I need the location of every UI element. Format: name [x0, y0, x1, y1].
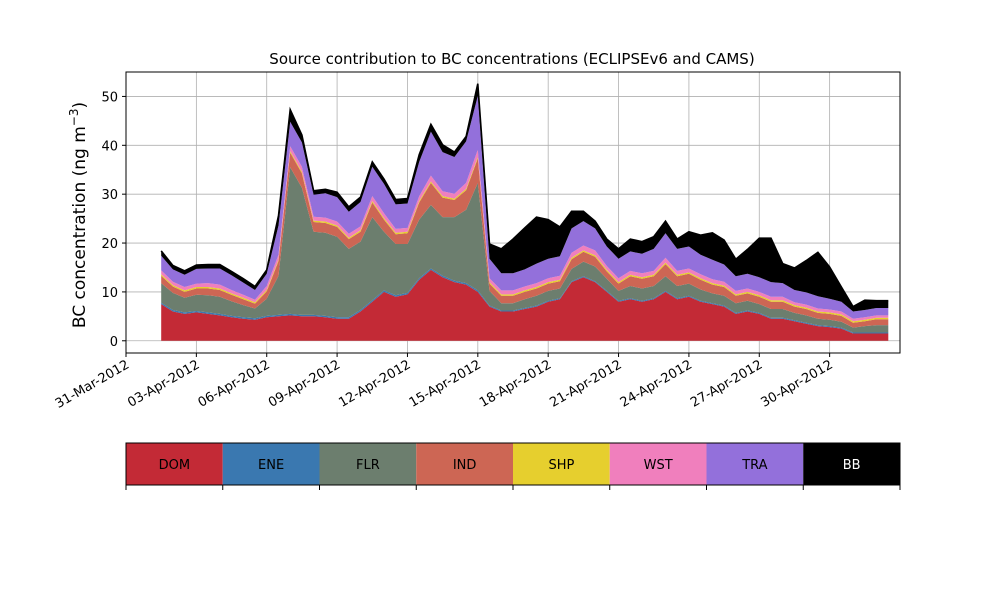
legend-label-tra: TRA	[741, 458, 767, 473]
legend-swatch-bb	[803, 443, 900, 485]
x-tick-label: 24-Apr-2012	[618, 357, 695, 410]
legend-swatch-flr	[319, 443, 417, 485]
legend-swatch-wst	[609, 443, 707, 485]
stacked-areas	[160, 83, 889, 341]
area-wst	[161, 146, 889, 322]
y-tick-label: 50	[101, 90, 118, 105]
y-tick-label: 40	[101, 139, 118, 154]
x-tick-label: 27-Apr-2012	[688, 357, 765, 410]
y-tick-label: 10	[101, 286, 118, 301]
y-axis-ticks: 0 10 20 30 40 50	[101, 90, 126, 350]
legend-label-flr: FLR	[356, 458, 380, 473]
x-tick-label: 30-Apr-2012	[759, 357, 836, 410]
x-tick-label: 12-Apr-2012	[336, 357, 413, 410]
area-tra	[161, 95, 889, 319]
legend-label-ene: ENE	[258, 458, 284, 473]
legend-swatch-tra	[706, 443, 804, 485]
x-tick-label: 15-Apr-2012	[407, 357, 484, 410]
axes-border	[125, 71, 901, 354]
total-line	[160, 83, 889, 308]
legend-swatch-ene	[222, 443, 320, 485]
y-tick-label: 30	[101, 188, 118, 203]
legend-label-bb: BB	[843, 458, 861, 473]
area-flr	[161, 167, 889, 333]
chart-title: Source contribution to BC concentrations…	[269, 50, 754, 68]
x-axis-ticks: 31-Mar-201203-Apr-201206-Apr-201209-Apr-…	[53, 353, 836, 412]
x-tick-label: 21-Apr-2012	[547, 357, 624, 410]
area-ind	[161, 152, 889, 328]
legend-swatch-ind	[416, 443, 513, 485]
y-axis-label: BC concentration (ng m−3)	[67, 102, 90, 328]
y-tick-label: 20	[101, 237, 118, 252]
axes-frame	[125, 71, 901, 354]
y-axis-label-main: BC concentration (ng m	[70, 126, 90, 328]
x-tick-label: 06-Apr-2012	[196, 357, 273, 410]
legend-label-wst: WST	[644, 458, 673, 473]
legend-swatch-dom	[126, 443, 223, 485]
legend-label-shp: SHP	[548, 458, 574, 473]
legend-swatch-shp	[513, 443, 610, 485]
legend-label-ind: IND	[453, 458, 477, 473]
area-dom	[161, 269, 889, 341]
x-tick-label: 09-Apr-2012	[266, 357, 343, 410]
area-bb	[161, 83, 889, 312]
y-axis-label-close: )	[70, 102, 90, 109]
y-axis-label-superscript: −3	[67, 108, 81, 126]
legend: DOM ENE FLR IND SHP WST TRA BB	[125, 442, 901, 490]
legend-label-dom: DOM	[159, 458, 190, 473]
x-tick-label: 03-Apr-2012	[125, 357, 202, 410]
x-tick-label: 18-Apr-2012	[477, 357, 554, 410]
y-tick-label: 0	[110, 335, 118, 350]
x-tick-label: 31-Mar-2012	[53, 357, 132, 411]
